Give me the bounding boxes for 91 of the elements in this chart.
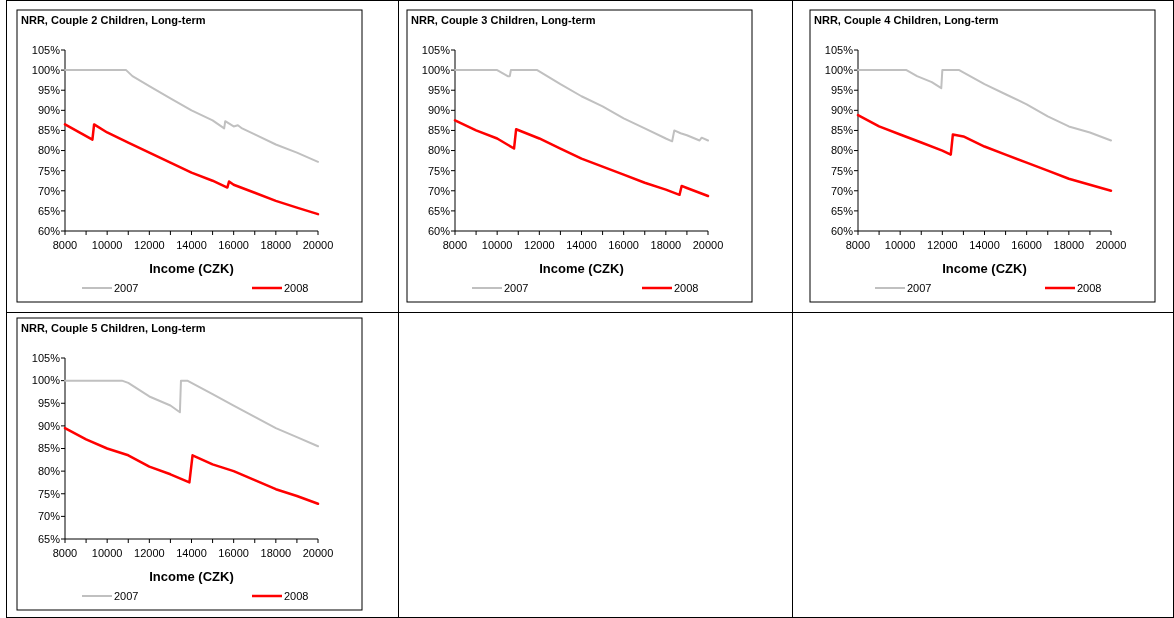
y-tick-label: 100% [31,374,61,387]
x-tick-label: 12000 [134,547,165,559]
x-tick-label: 18000 [1053,239,1085,251]
y-tick-label: 60% [427,224,451,237]
legend-label: 2008 [674,282,699,294]
x-tick-label: 18000 [260,239,292,251]
y-tick-label: 85% [427,124,451,137]
chart-title: NRR, Couple 3 Children, Long-term [411,14,596,26]
y-tick-label: 80% [830,144,854,157]
x-tick-label: 8000 [442,239,468,251]
y-tick-label: 65% [830,204,854,217]
line-series [64,69,319,163]
y-tick-label: 60% [37,224,61,237]
x-axis-title: Income (CZK) [942,261,1027,276]
y-tick-label: 85% [37,442,61,455]
y-tick-label: 105% [31,43,61,56]
line-series [454,69,709,143]
y-tick-label: 65% [37,204,61,217]
y-tick-label: 95% [37,397,61,410]
x-tick-label: 16000 [218,239,249,251]
y-tick-label: 100% [31,63,61,76]
x-tick-label: 12000 [134,239,165,251]
y-tick-label: 70% [830,184,854,197]
y-tick-label: 80% [37,464,61,477]
x-tick-label: 12000 [927,239,958,251]
x-tick-label: 8000 [845,239,871,251]
x-tick-label: 14000 [566,239,597,251]
y-tick-label: 95% [830,84,854,97]
x-tick-label: 10000 [884,239,916,251]
y-tick-label: 65% [37,532,61,545]
line-series [857,69,1112,142]
legend-label: 2007 [907,282,932,294]
y-tick-label: 95% [37,84,61,97]
x-tick-label: 16000 [1011,239,1042,251]
y-tick-label: 75% [37,164,61,177]
y-tick-label: 105% [31,351,61,364]
x-tick-label: 10000 [481,239,513,251]
y-tick-label: 70% [37,510,61,523]
chart-title: NRR, Couple 2 Children, Long-term [21,14,206,26]
y-tick-label: 80% [427,144,451,157]
line-series [453,119,710,198]
x-tick-label: 14000 [176,239,207,251]
legend-label: 2007 [114,282,139,294]
chart-title: NRR, Couple 4 Children, Long-term [814,14,999,26]
y-tick-label: 100% [421,63,451,76]
legend-label: 2007 [114,590,139,602]
line-series [64,379,319,448]
x-tick-label: 16000 [218,547,249,559]
y-tick-label: 75% [830,164,854,177]
x-axis-title: Income (CZK) [149,261,234,276]
y-tick-label: 70% [37,184,61,197]
y-tick-label: 75% [427,164,451,177]
legend-label: 2008 [284,590,309,602]
y-tick-label: 105% [824,43,854,56]
x-tick-label: 10000 [91,239,123,251]
y-tick-label: 90% [830,104,854,117]
x-tick-label: 14000 [969,239,1000,251]
x-axis-title: Income (CZK) [539,261,624,276]
x-tick-label: 20000 [1095,239,1127,251]
x-axis-title: Income (CZK) [149,569,234,584]
y-tick-label: 85% [830,124,854,137]
y-tick-label: 85% [37,124,61,137]
x-tick-label: 18000 [260,547,292,559]
x-tick-label: 14000 [176,547,207,559]
y-tick-label: 75% [37,487,61,500]
y-tick-label: 105% [421,43,451,56]
y-tick-label: 90% [37,419,61,432]
y-tick-label: 60% [830,224,854,237]
x-tick-label: 20000 [302,239,334,251]
chart-title: NRR, Couple 5 Children, Long-term [21,322,206,334]
y-tick-label: 90% [37,104,61,117]
y-tick-label: 100% [824,63,854,76]
x-tick-label: 8000 [52,239,78,251]
y-tick-label: 80% [37,144,61,157]
line-series [856,113,1113,193]
x-tick-label: 8000 [52,547,78,559]
y-tick-label: 90% [427,104,451,117]
y-tick-label: 65% [427,204,451,217]
x-tick-label: 16000 [608,239,639,251]
legend-label: 2008 [284,282,309,294]
x-tick-label: 12000 [524,239,555,251]
y-tick-label: 70% [427,184,451,197]
legend-label: 2007 [504,282,529,294]
line-series [63,426,320,505]
x-tick-label: 18000 [650,239,682,251]
line-series [63,123,320,216]
x-tick-label: 20000 [692,239,724,251]
x-tick-label: 20000 [302,547,334,559]
y-tick-label: 95% [427,84,451,97]
legend-label: 2008 [1077,282,1102,294]
x-tick-label: 10000 [91,547,123,559]
